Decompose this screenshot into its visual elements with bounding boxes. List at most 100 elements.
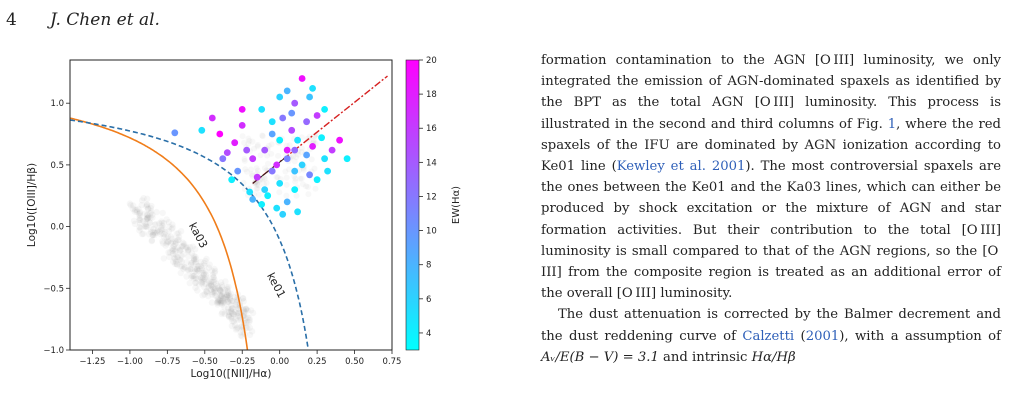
background-point xyxy=(224,288,231,295)
background-point xyxy=(207,278,215,285)
background-point xyxy=(305,191,312,198)
background-point xyxy=(202,257,209,265)
citation-calzetti-year[interactable]: 2001 xyxy=(805,328,840,344)
spaxel-point xyxy=(216,130,224,138)
background-point xyxy=(178,243,185,250)
background-point xyxy=(249,309,257,317)
background-point xyxy=(177,256,184,264)
colorbar-tick-label: 14 xyxy=(426,158,437,168)
background-point xyxy=(161,230,168,238)
background-point xyxy=(241,157,248,164)
background-point xyxy=(158,218,165,225)
background-point xyxy=(211,267,219,275)
body-text: formation contamination to the AGN [O II… xyxy=(541,50,1001,368)
paragraph-1: formation contamination to the AGN [O II… xyxy=(541,53,1001,302)
background-point xyxy=(147,210,154,217)
background-point xyxy=(169,239,177,246)
background-point xyxy=(157,231,164,238)
background-point xyxy=(126,200,134,207)
background-point xyxy=(292,175,299,182)
background-point xyxy=(136,216,143,224)
background-point xyxy=(202,268,209,275)
background-point xyxy=(224,305,232,312)
spaxel-point xyxy=(279,210,287,218)
background-point xyxy=(286,166,293,173)
spaxel-point xyxy=(234,167,242,175)
background-point xyxy=(295,151,302,158)
background-point xyxy=(191,268,199,275)
background-point xyxy=(151,221,159,228)
background-point xyxy=(253,185,260,192)
background-point xyxy=(163,240,170,247)
background-point xyxy=(140,217,147,225)
citation-kewley[interactable]: Kewley et al. 2001 xyxy=(616,159,746,175)
background-point xyxy=(210,285,217,293)
spaxel-point xyxy=(231,139,239,147)
background-point xyxy=(197,262,205,270)
background-point xyxy=(224,308,231,316)
background-point xyxy=(214,298,221,305)
background-point xyxy=(189,272,197,280)
background-point xyxy=(196,281,203,288)
background-point xyxy=(241,186,248,192)
spaxel-point xyxy=(219,155,227,163)
background-point xyxy=(246,137,253,144)
background-point xyxy=(146,219,153,226)
background-point xyxy=(164,238,171,245)
background-point xyxy=(286,142,293,149)
colorbar xyxy=(405,59,420,351)
spaxel-point xyxy=(343,155,351,163)
background-point xyxy=(144,195,151,202)
background-point xyxy=(190,272,198,279)
background-point xyxy=(170,246,177,253)
background-point xyxy=(191,265,198,273)
background-point xyxy=(253,165,260,172)
background-point xyxy=(254,141,261,148)
background-point xyxy=(251,145,258,152)
background-point xyxy=(199,267,206,274)
background-point xyxy=(237,332,244,339)
background-point xyxy=(142,216,150,223)
background-point xyxy=(192,275,199,282)
background-point xyxy=(209,271,216,279)
background-point xyxy=(233,310,240,317)
background-point xyxy=(202,280,209,288)
citation-calzetti[interactable]: Calzetti xyxy=(742,328,795,344)
spaxel-point xyxy=(309,143,316,150)
y-tick-label: 1.0 xyxy=(50,99,64,109)
figure-ref-link[interactable]: 1 xyxy=(887,116,897,132)
background-point xyxy=(136,212,143,219)
background-point xyxy=(198,264,205,272)
background-point xyxy=(173,230,180,237)
background-point xyxy=(229,318,236,325)
background-point xyxy=(211,284,219,291)
background-point xyxy=(225,289,232,297)
background-point xyxy=(222,278,229,285)
background-point xyxy=(251,180,258,187)
background-point xyxy=(196,273,204,281)
background-point xyxy=(231,293,239,301)
background-point xyxy=(176,246,183,254)
background-point xyxy=(185,248,192,255)
background-point xyxy=(205,277,212,284)
background-point xyxy=(184,266,192,274)
background-point xyxy=(241,309,248,316)
spaxel-point xyxy=(276,136,284,144)
background-point xyxy=(249,172,256,179)
background-point xyxy=(206,261,213,268)
background-point xyxy=(147,204,154,212)
background-point xyxy=(244,324,251,332)
background-point xyxy=(205,284,212,291)
background-point xyxy=(246,316,253,324)
background-point xyxy=(224,293,231,300)
background-point xyxy=(178,258,185,265)
background-point xyxy=(214,296,222,303)
background-point xyxy=(198,279,205,286)
spaxel-point xyxy=(249,155,257,163)
background-point xyxy=(151,231,158,238)
background-point xyxy=(298,145,305,152)
background-point xyxy=(244,314,251,321)
background-point xyxy=(199,276,206,283)
background-point xyxy=(182,264,189,271)
background-point xyxy=(211,292,219,299)
